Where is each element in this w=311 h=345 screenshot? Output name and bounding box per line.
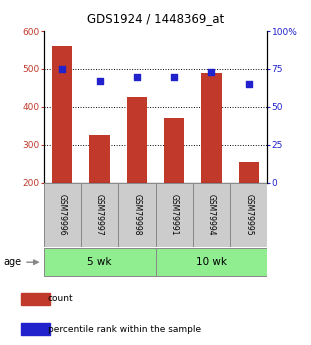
Point [172,74,177,79]
Text: GDS1924 / 1448369_at: GDS1924 / 1448369_at [87,12,224,25]
Point [246,81,251,87]
Text: GSM79998: GSM79998 [132,194,141,236]
Point [134,74,139,79]
Bar [201,73,222,183]
Bar [21,293,50,305]
Bar [193,183,230,247]
Text: age: age [3,257,21,267]
Text: 10 wk: 10 wk [196,257,227,267]
Bar [44,248,156,276]
Bar [239,162,259,183]
Bar [44,183,81,247]
Text: GSM79991: GSM79991 [170,194,179,236]
Text: percentile rank within the sample: percentile rank within the sample [48,325,201,334]
Bar [52,46,72,183]
Bar [89,136,110,183]
Text: 5 wk: 5 wk [87,257,112,267]
Bar [230,183,267,247]
Bar [21,323,50,335]
Bar [81,183,118,247]
Bar [156,248,267,276]
Text: GSM79996: GSM79996 [58,194,67,236]
Bar [164,118,184,183]
Text: GSM79995: GSM79995 [244,194,253,236]
Point [60,66,65,72]
Bar [127,97,147,183]
Bar [118,183,156,247]
Point [209,69,214,75]
Bar [156,183,193,247]
Text: GSM79997: GSM79997 [95,194,104,236]
Point [97,78,102,84]
Text: GSM79994: GSM79994 [207,194,216,236]
Text: count: count [48,294,73,303]
